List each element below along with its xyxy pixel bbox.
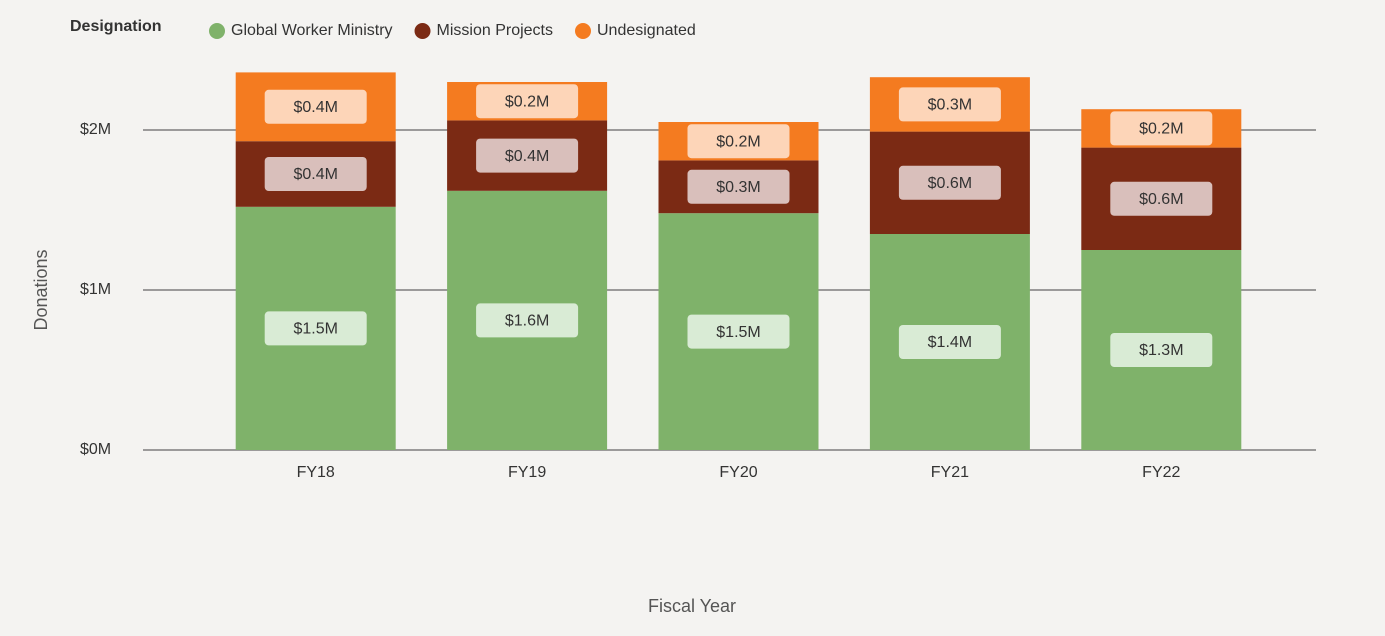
value-label-box xyxy=(687,314,790,349)
legend-swatch xyxy=(209,23,225,39)
value-label: $0.6M xyxy=(928,175,972,192)
value-label: $0.3M xyxy=(716,179,760,196)
value-label-box xyxy=(476,303,579,338)
value-label-box xyxy=(476,138,579,173)
value-label-box xyxy=(264,157,367,191)
legend-label: Global Worker Ministry xyxy=(231,22,393,39)
legend-swatch xyxy=(414,23,431,39)
value-label: $0.2M xyxy=(716,133,760,150)
y-tick-label: $0M xyxy=(80,441,111,458)
x-tick-label: FY18 xyxy=(297,464,335,481)
value-label: $1.3M xyxy=(1139,342,1183,359)
value-label: $0.6M xyxy=(1139,191,1183,208)
value-label: $0.4M xyxy=(505,148,549,165)
x-tick-label: FY19 xyxy=(508,464,546,481)
y-tick-label: $1M xyxy=(80,281,111,298)
value-label-box xyxy=(898,87,1001,122)
value-label: $0.3M xyxy=(928,97,972,114)
legend-title: Designation xyxy=(70,18,162,35)
legend-label: Mission Projects xyxy=(437,22,553,39)
x-tick-label: FY20 xyxy=(719,464,757,481)
value-label: $1.5M xyxy=(293,321,337,338)
value-label: $1.4M xyxy=(928,334,972,351)
value-label-box xyxy=(687,169,790,204)
legend-label: Undesignated xyxy=(597,22,696,39)
value-label: $1.6M xyxy=(505,313,549,330)
value-label: $0.4M xyxy=(293,99,337,116)
value-label-box xyxy=(264,311,367,346)
value-label-box xyxy=(898,325,1001,359)
value-label-box xyxy=(687,124,790,159)
y-axis-title: Donations xyxy=(31,249,51,330)
value-label-box xyxy=(1110,333,1213,367)
value-label-box xyxy=(1110,181,1213,216)
value-label-box xyxy=(1110,111,1213,146)
value-label-box xyxy=(476,84,579,119)
value-label: $0.2M xyxy=(505,93,549,110)
x-tick-label: FY21 xyxy=(931,464,969,481)
x-axis-title: Fiscal Year xyxy=(648,596,736,616)
x-tick-label: FY22 xyxy=(1142,464,1180,481)
value-label: $0.2M xyxy=(1139,121,1183,138)
value-label-box xyxy=(264,89,367,124)
value-label-box xyxy=(898,165,1001,200)
y-tick-label: $2M xyxy=(80,121,111,138)
value-label: $0.4M xyxy=(293,166,337,183)
legend-swatch xyxy=(575,23,591,39)
value-label: $1.5M xyxy=(716,324,760,341)
